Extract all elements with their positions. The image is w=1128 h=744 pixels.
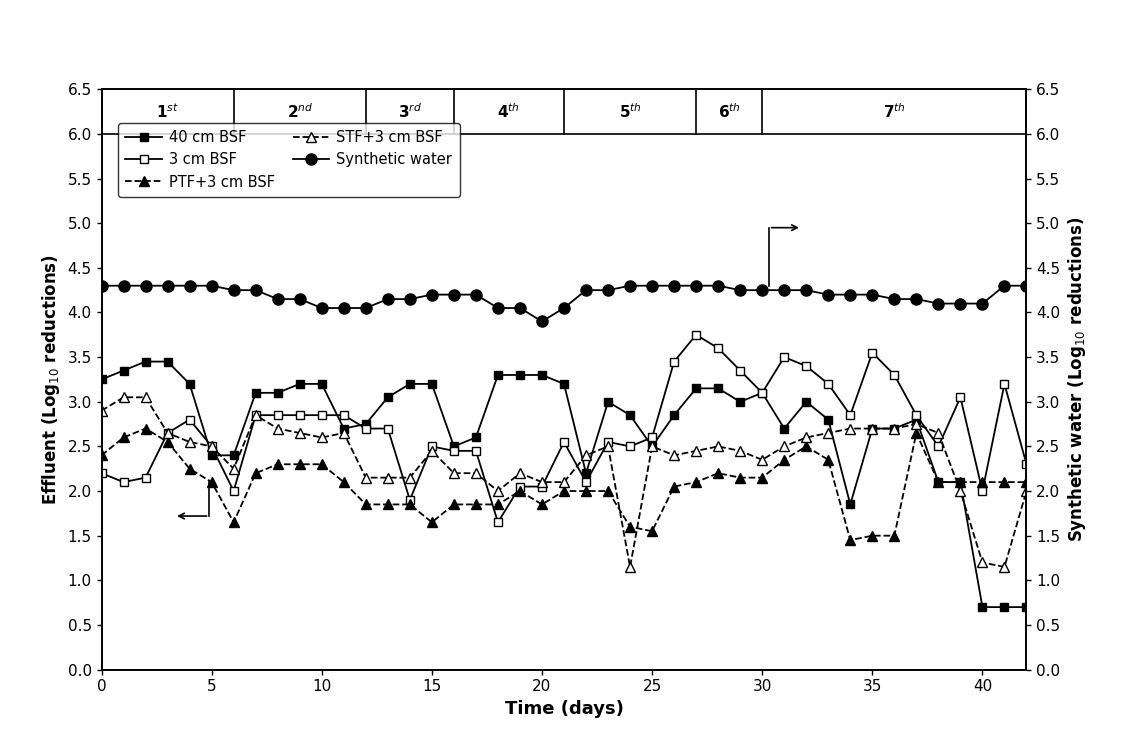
- Text: 4$^{th}$: 4$^{th}$: [497, 102, 520, 121]
- Text: 1$^{st}$: 1$^{st}$: [156, 102, 179, 121]
- Text: 7$^{th}$: 7$^{th}$: [883, 102, 906, 121]
- Y-axis label: Synthetic water (Log$_{10}$ reductions): Synthetic water (Log$_{10}$ reductions): [1066, 217, 1089, 542]
- Text: 6$^{th}$: 6$^{th}$: [717, 102, 741, 121]
- X-axis label: Time (days): Time (days): [504, 700, 624, 718]
- Legend: 40 cm BSF, 3 cm BSF, PTF+3 cm BSF, STF+3 cm BSF, Synthetic water: 40 cm BSF, 3 cm BSF, PTF+3 cm BSF, STF+3…: [118, 123, 459, 197]
- Y-axis label: Effluent (Log$_{10}$ reductions): Effluent (Log$_{10}$ reductions): [39, 254, 62, 505]
- Text: 3$^{rd}$: 3$^{rd}$: [398, 102, 422, 121]
- Text: 5$^{th}$: 5$^{th}$: [618, 102, 642, 121]
- Text: 2$^{nd}$: 2$^{nd}$: [287, 102, 312, 121]
